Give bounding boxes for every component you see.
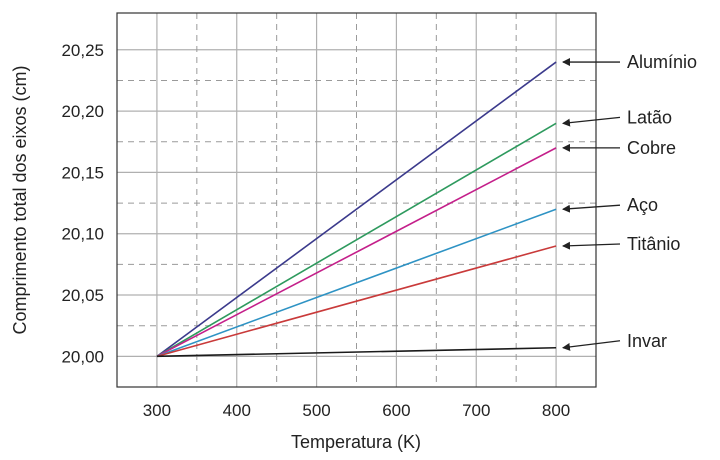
grid-lines [117, 13, 596, 387]
series-annotations: Alumínio Latão Cobre Aço Titânio Invar [562, 52, 697, 351]
y-tick-label: 20,00 [61, 347, 104, 366]
x-tick-label: 700 [462, 401, 490, 420]
series-line [156, 245, 557, 358]
y-axis-title: Comprimento total dos eixos (cm) [10, 65, 30, 334]
series-annotation-label: Aço [627, 195, 658, 215]
series-line [156, 208, 557, 358]
annotation-arrow [562, 340, 621, 351]
series-annotation-label: Cobre [627, 138, 676, 158]
annotation-arrow [562, 204, 621, 213]
x-tick-label: 600 [382, 401, 410, 420]
x-tick-label: 300 [143, 401, 171, 420]
y-tick-label: 20,10 [61, 225, 104, 244]
y-tick-label: 20,25 [61, 41, 104, 60]
series-line [156, 147, 557, 358]
annotation-arrow [562, 116, 621, 127]
series-annotation-label: Titânio [627, 234, 680, 254]
series-line [156, 61, 557, 357]
x-tick-label: 400 [223, 401, 251, 420]
y-tick-label: 20,20 [61, 102, 104, 121]
x-tick-label: 800 [542, 401, 570, 420]
x-tick-label: 500 [302, 401, 330, 420]
y-tick-label: 20,15 [61, 163, 104, 182]
plot-frame [116, 12, 597, 388]
series-annotation-label: Latão [627, 107, 672, 127]
x-axis-title: Temperatura (K) [291, 432, 421, 452]
series-line [156, 346, 557, 358]
y-tick-label: 20,05 [61, 286, 104, 305]
x-tick-labels: 300 400 500 600 700 800 [143, 401, 571, 420]
annotation-arrow [562, 241, 621, 250]
series-line [156, 122, 557, 358]
y-tick-labels: 20,00 20,05 20,10 20,15 20,20 20,25 [61, 41, 104, 367]
series-annotation-label: Invar [627, 331, 667, 351]
series-lines [156, 61, 557, 358]
series-annotation-label: Alumínio [627, 52, 697, 72]
